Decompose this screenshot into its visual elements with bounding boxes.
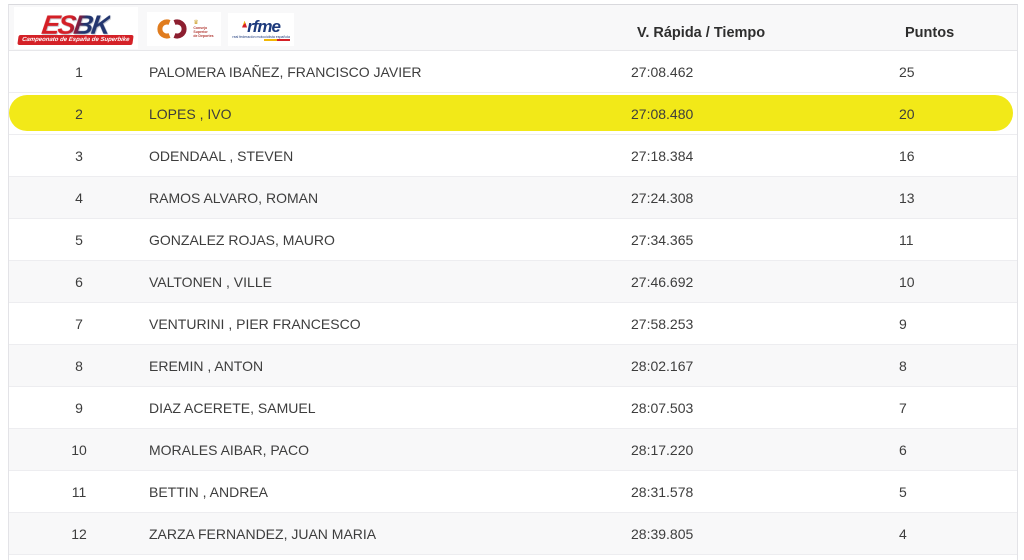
position-cell: 12 xyxy=(71,525,87,542)
table-row[interactable]: 8 EREMIN , ANTON 28:02.167 8 xyxy=(9,345,1017,387)
position-cell: 11 xyxy=(71,483,87,500)
position-cell: 10 xyxy=(71,441,87,458)
time-cell: 27:18.384 xyxy=(631,147,694,164)
csd-swoosh-icon xyxy=(157,19,187,39)
rider-name-cell: LOPES , IVO xyxy=(149,105,232,122)
rfme-logo-bar xyxy=(264,38,290,41)
rider-name-cell: DIAZ ACERETE, SAMUEL xyxy=(149,399,316,416)
time-cell: 28:07.503 xyxy=(631,399,694,416)
time-cell: 27:34.365 xyxy=(631,231,694,248)
csd-text-line: Superior xyxy=(193,30,208,34)
points-cell: 11 xyxy=(899,231,914,248)
rfme-logo-subtext: real federación motociclista española xyxy=(232,34,290,39)
table-row[interactable]: 6 VALTONEN , VILLE 27:46.692 10 xyxy=(9,261,1017,303)
points-cell: 25 xyxy=(899,63,915,80)
rider-name-cell: ZARZA FERNANDEZ, JUAN MARIA xyxy=(149,525,377,542)
csd-text-line: Consejo xyxy=(193,26,208,30)
table-body: 1 PALOMERA IBAÑEZ, FRANCISCO JAVIER 27:0… xyxy=(9,51,1017,555)
rfme-spark-icon xyxy=(242,20,248,28)
rider-name-cell: VENTURINI , PIER FRANCESCO xyxy=(149,315,361,332)
position-cell: 6 xyxy=(75,273,83,290)
table-row[interactable]: 7 VENTURINI , PIER FRANCESCO 27:58.253 9 xyxy=(9,303,1017,345)
time-cell: 27:08.480 xyxy=(631,105,694,122)
time-cell: 27:08.462 xyxy=(631,63,694,80)
position-cell: 2 xyxy=(75,105,83,122)
time-cell: 28:39.805 xyxy=(631,525,694,542)
rfme-logo: rfme real federación motociclista españo… xyxy=(228,13,294,46)
position-cell: 9 xyxy=(75,399,83,416)
rider-name-cell: GONZALEZ ROJAS, MAURO xyxy=(149,231,335,248)
time-cell: 27:46.692 xyxy=(631,273,694,290)
csd-logo: ♛ Consejo Superior de Deportes xyxy=(147,12,221,46)
table-row[interactable]: 2 LOPES , IVO 27:08.480 20 xyxy=(9,93,1017,135)
rider-name-cell: VALTONEN , VILLE xyxy=(149,273,272,290)
rider-name-cell: EREMIN , ANTON xyxy=(149,357,264,374)
points-cell: 4 xyxy=(899,525,907,542)
points-cell: 10 xyxy=(899,273,915,290)
rider-name-cell: BETTIN , ANDREA xyxy=(149,483,269,500)
points-cell: 16 xyxy=(899,147,915,164)
position-cell: 7 xyxy=(75,315,83,332)
rfme-logo-text: rfme xyxy=(247,16,281,36)
time-cell: 27:24.308 xyxy=(631,189,694,206)
column-header-time: V. Rápida / Tiempo xyxy=(637,24,766,41)
csd-text-block: ♛ Consejo Superior de Deportes xyxy=(193,20,213,38)
points-cell: 9 xyxy=(899,315,907,332)
table-header: ESBK Campeonato de España de Superbike ♛… xyxy=(9,5,1017,51)
position-cell: 1 xyxy=(75,63,83,80)
points-cell: 8 xyxy=(899,357,907,374)
csd-text-line: de Deportes xyxy=(193,34,214,38)
points-cell: 6 xyxy=(899,441,907,458)
table-row[interactable]: 3 ODENDAAL , STEVEN 27:18.384 16 xyxy=(9,135,1017,177)
position-cell: 4 xyxy=(75,189,83,206)
esbk-logo: ESBK Campeonato de España de Superbike xyxy=(14,7,138,49)
column-header-points: Puntos xyxy=(905,24,955,41)
points-cell: 5 xyxy=(899,483,907,500)
position-cell: 5 xyxy=(75,231,83,248)
rfme-logo-row: rfme xyxy=(242,16,281,36)
table-row[interactable]: 5 GONZALEZ ROJAS, MAURO 27:34.365 11 xyxy=(9,219,1017,261)
rider-name-cell: PALOMERA IBAÑEZ, FRANCISCO JAVIER xyxy=(149,63,422,80)
table-row[interactable]: 1 PALOMERA IBAÑEZ, FRANCISCO JAVIER 27:0… xyxy=(9,51,1017,93)
results-table: ESBK Campeonato de España de Superbike ♛… xyxy=(8,4,1018,560)
position-cell: 3 xyxy=(75,147,83,164)
table-row[interactable]: 4 RAMOS ALVARO, ROMAN 27:24.308 13 xyxy=(9,177,1017,219)
points-cell: 20 xyxy=(899,105,915,122)
points-cell: 7 xyxy=(899,399,907,416)
table-row[interactable]: 9 DIAZ ACERETE, SAMUEL 28:07.503 7 xyxy=(9,387,1017,429)
esbk-logo-tagline: Campeonato de España de Superbike xyxy=(17,34,135,45)
table-row[interactable]: 11 BETTIN , ANDREA 28:31.578 5 xyxy=(9,471,1017,513)
points-cell: 13 xyxy=(899,189,915,206)
time-cell: 28:31.578 xyxy=(631,483,694,500)
time-cell: 28:02.167 xyxy=(631,357,694,374)
table-row[interactable]: 12 ZARZA FERNANDEZ, JUAN MARIA 28:39.805… xyxy=(9,513,1017,555)
esbk-logo-text: ESBK xyxy=(40,9,112,40)
table-row[interactable]: 10 MORALES AIBAR, PACO 28:17.220 6 xyxy=(9,429,1017,471)
time-cell: 28:17.220 xyxy=(631,441,694,458)
rider-name-cell: RAMOS ALVARO, ROMAN xyxy=(149,189,319,206)
rider-name-cell: MORALES AIBAR, PACO xyxy=(149,441,310,458)
rider-name-cell: ODENDAAL , STEVEN xyxy=(149,147,294,164)
position-cell: 8 xyxy=(75,357,83,374)
csd-crown-icon: ♛ xyxy=(193,20,199,26)
time-cell: 27:58.253 xyxy=(631,315,694,332)
